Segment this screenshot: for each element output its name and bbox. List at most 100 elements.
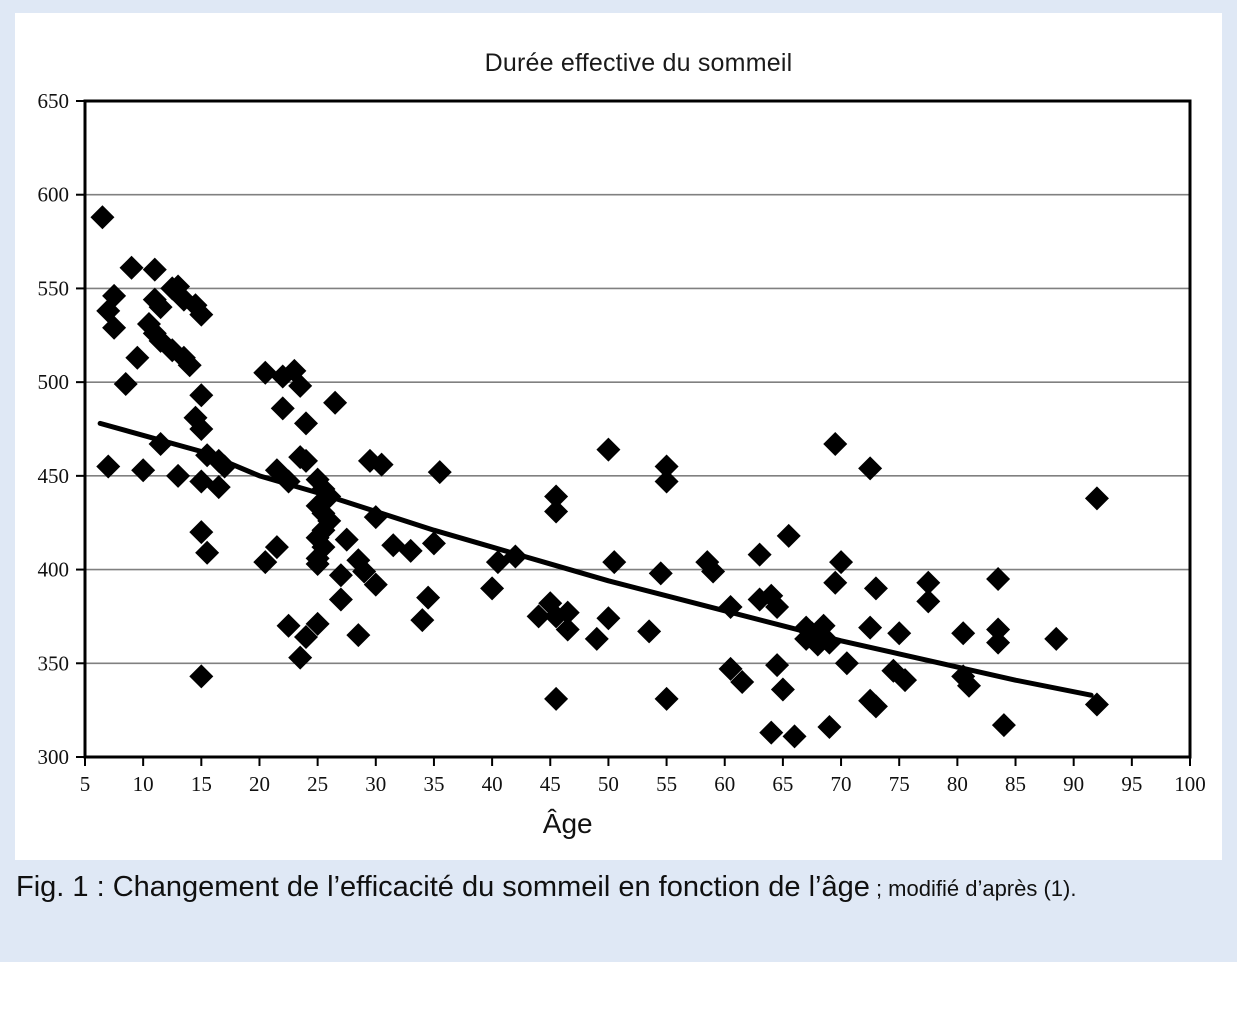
scatter-point <box>1084 486 1109 511</box>
x-tick-label: 10 <box>133 772 154 796</box>
x-tick-label: 5 <box>80 772 91 796</box>
scatter-point <box>288 373 313 398</box>
scatter-point <box>887 621 912 646</box>
scatter-point <box>328 563 353 588</box>
y-tick-label: 650 <box>38 89 70 113</box>
scatter-point <box>276 613 301 638</box>
scatter-point <box>195 540 220 565</box>
figure-caption: Fig. 1 : Changement de l’efficacité du s… <box>16 871 1216 904</box>
scatter-point <box>916 589 941 614</box>
caption-suffix-text: ; modifié d’après (1). <box>869 876 1077 901</box>
y-tick-label: 550 <box>38 276 70 300</box>
scatter-point <box>177 353 202 378</box>
x-tick-label: 40 <box>482 772 503 796</box>
y-tick-label: 500 <box>38 370 70 394</box>
scatter-point <box>369 452 394 477</box>
x-tick-label: 45 <box>540 772 561 796</box>
scatter-point <box>782 724 807 749</box>
scatter-point <box>759 720 784 745</box>
scatter-point <box>1044 626 1069 651</box>
scatter-point <box>90 205 115 230</box>
scatter-point <box>189 302 214 327</box>
scatter-point <box>951 621 976 646</box>
scatter-point <box>817 715 842 740</box>
y-tick-label: 400 <box>38 558 70 582</box>
scatter-point <box>270 396 295 421</box>
scatter-point <box>334 527 359 552</box>
x-tick-label: 80 <box>947 772 968 796</box>
scatter-point <box>584 626 609 651</box>
x-tick-label: 55 <box>656 772 677 796</box>
scatter-point <box>294 448 318 473</box>
x-tick-label: 15 <box>191 772 212 796</box>
scatter-point <box>654 454 679 479</box>
x-tick-label: 65 <box>772 772 793 796</box>
scatter-point <box>770 677 795 702</box>
x-tick-label: 100 <box>1174 772 1206 796</box>
scatter-point <box>863 576 888 601</box>
scatter-point <box>294 625 318 650</box>
scatter-point <box>363 572 388 597</box>
scatter-point <box>416 585 441 610</box>
scatter-point <box>555 617 580 642</box>
x-tick-label: 95 <box>1121 772 1142 796</box>
scatter-point <box>986 617 1011 642</box>
scatter-point <box>317 508 342 533</box>
x-tick-label: 75 <box>889 772 910 796</box>
x-axis-label: Âge <box>543 808 593 839</box>
scatter-point <box>544 499 569 524</box>
scatter-point <box>776 523 801 548</box>
scatter-point <box>916 570 941 595</box>
scatter-point <box>480 576 505 601</box>
x-tick-label: 20 <box>249 772 270 796</box>
caption-main-text: Fig. 1 : Changement de l’efficacité du s… <box>16 871 870 903</box>
scatter-point <box>148 295 173 320</box>
scatter-point <box>747 542 772 567</box>
scatter-point <box>427 460 452 485</box>
scatter-point <box>346 623 371 648</box>
scatter-point <box>654 686 679 711</box>
scatter-point <box>602 550 627 575</box>
scatter-point <box>305 611 330 636</box>
scatter-point <box>765 653 790 678</box>
scatter-point <box>863 694 888 719</box>
scatter-point <box>858 456 883 481</box>
scatter-point <box>730 670 755 695</box>
scatter-point <box>206 475 231 500</box>
scatter-point <box>858 615 883 640</box>
scatter-point <box>142 257 167 282</box>
scatter-point <box>113 372 138 397</box>
scatter-point <box>701 559 726 584</box>
scatter-point <box>189 520 214 545</box>
scatter-point <box>765 595 790 620</box>
scatter-point <box>823 431 848 456</box>
scatter-point <box>189 664 214 689</box>
scatter-point <box>718 656 743 681</box>
y-tick-label: 600 <box>38 183 70 207</box>
scatter-point <box>596 606 621 631</box>
x-tick-label: 90 <box>1063 772 1084 796</box>
x-tick-label: 35 <box>423 772 444 796</box>
chart-title: Durée effective du sommeil <box>484 49 793 77</box>
x-tick-label: 60 <box>714 772 735 796</box>
x-tick-label: 30 <box>365 772 386 796</box>
scatter-point <box>991 713 1016 738</box>
scatter-point <box>421 531 446 556</box>
scatter-point <box>102 283 127 308</box>
chart-panel: Durée effective du sommeil 300 350 400 450 5… <box>15 13 1222 860</box>
plot-svg: 300 350 400 450 500 550 600 650 5 10 15 20 25 30 35 40 4… <box>38 89 1206 839</box>
scatter-point <box>986 630 1011 655</box>
scatter-point <box>834 651 859 676</box>
scatter-point <box>1084 692 1109 717</box>
scatter-point <box>352 559 377 584</box>
scatter-point <box>986 566 1011 591</box>
scatter-point <box>131 458 156 483</box>
x-tick-label: 70 <box>831 772 852 796</box>
scatter-point <box>957 673 981 698</box>
scatter-point <box>654 469 679 494</box>
x-tick-label: 50 <box>598 772 619 796</box>
x-tick-label: 85 <box>1005 772 1026 796</box>
scatter-point <box>410 608 435 633</box>
plot-border <box>83 99 1192 759</box>
